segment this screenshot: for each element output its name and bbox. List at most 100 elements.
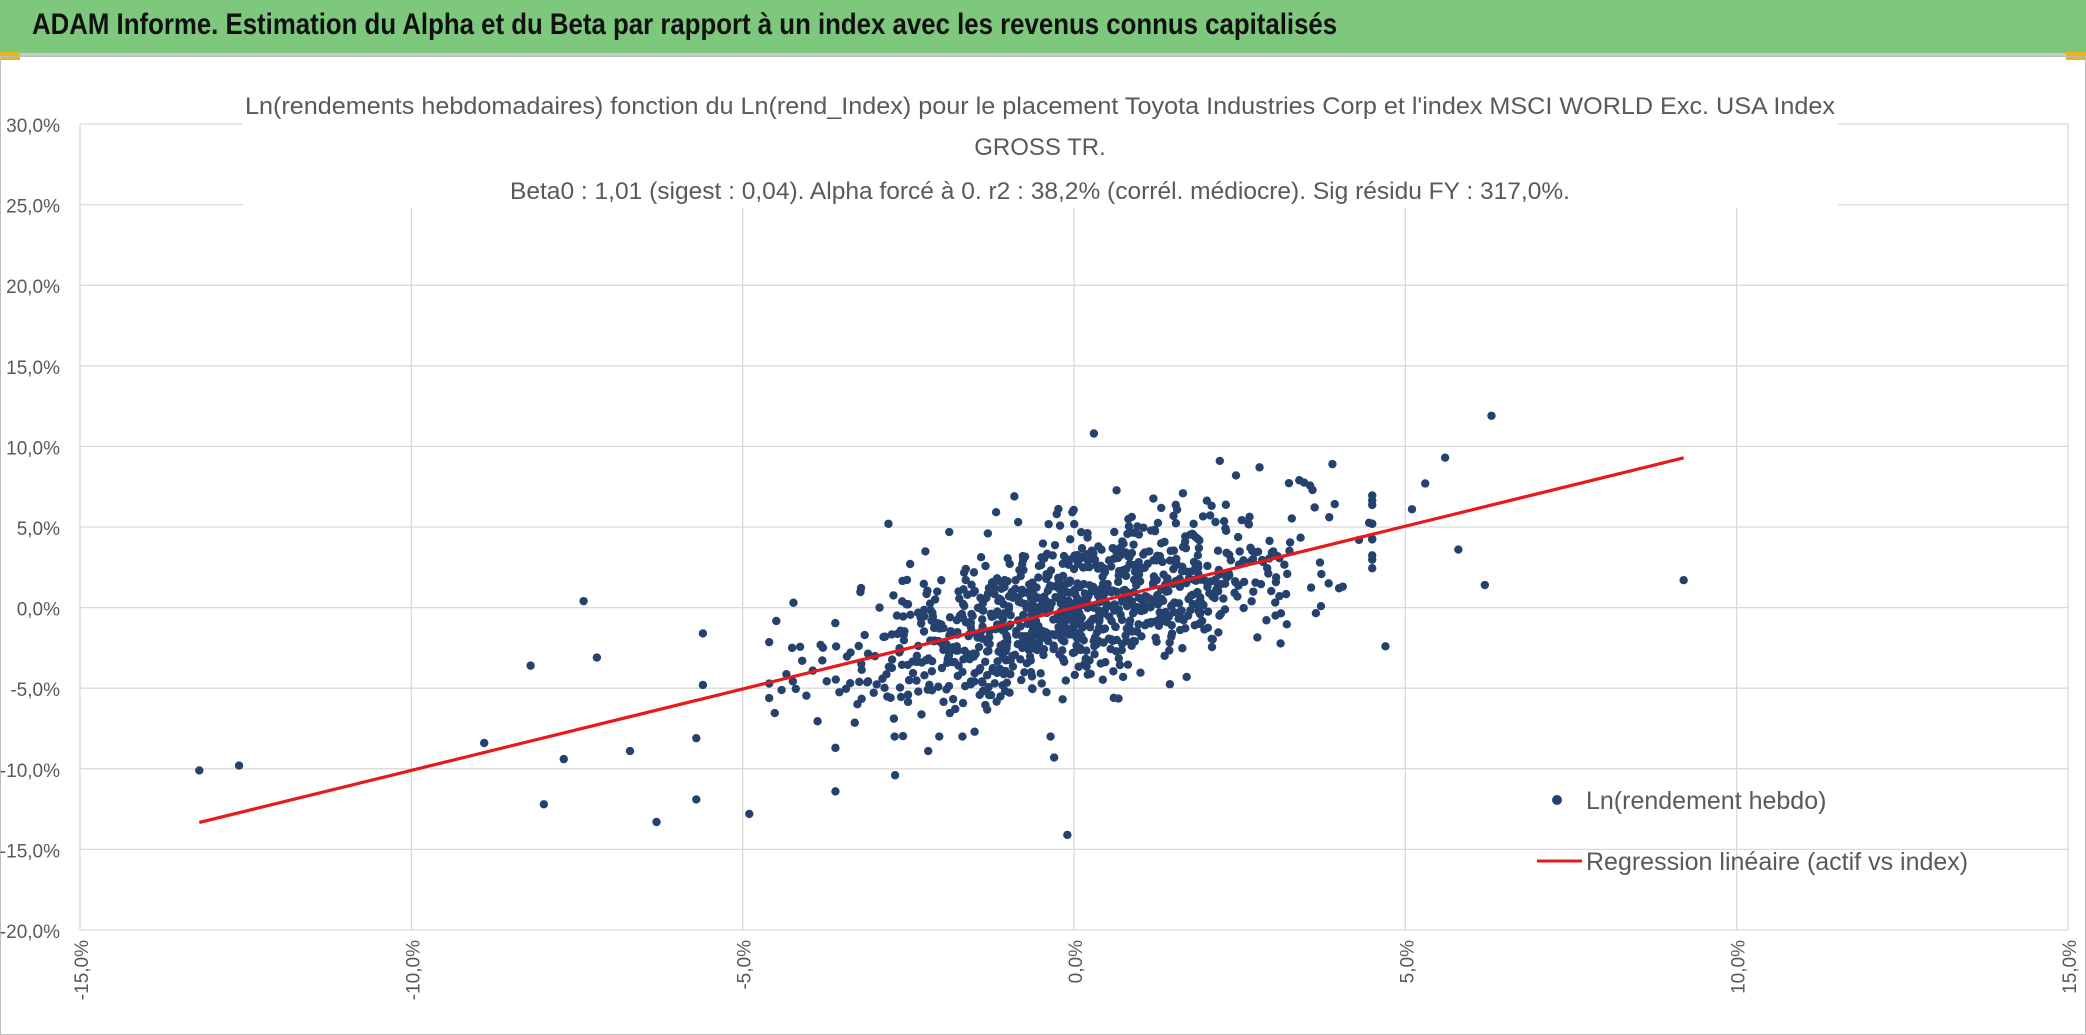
- data-point: [234, 761, 244, 770]
- data-point: [1212, 585, 1221, 594]
- data-point: [1100, 605, 1110, 615]
- data-point: [959, 585, 968, 594]
- y-tick-label: -10,0%: [0, 761, 60, 782]
- data-point: [579, 596, 588, 606]
- data-point: [1107, 616, 1116, 626]
- data-point: [945, 527, 954, 537]
- data-point: [1177, 606, 1186, 615]
- data-point: [1037, 679, 1046, 688]
- chart-title-line-2: GROSS TR.: [974, 134, 1106, 161]
- scatter-points: [195, 411, 1688, 840]
- data-point: [1070, 670, 1079, 680]
- data-point: [1107, 588, 1116, 597]
- data-point: [787, 643, 797, 653]
- data-point: [903, 690, 913, 699]
- x-tick-label: 0,0%: [1066, 940, 1087, 983]
- data-point: [916, 619, 926, 628]
- data-point: [1055, 521, 1065, 530]
- data-point: [1487, 411, 1496, 420]
- data-point: [1311, 609, 1321, 618]
- x-tick-label: -5,0%: [735, 940, 756, 990]
- data-point: [1063, 830, 1072, 840]
- data-point: [1055, 578, 1064, 587]
- data-point: [1222, 572, 1231, 581]
- data-point: [981, 657, 990, 666]
- data-point: [1317, 569, 1326, 579]
- data-point: [1198, 512, 1208, 521]
- data-point: [1123, 529, 1132, 539]
- data-point: [1230, 588, 1239, 598]
- data-point: [1109, 693, 1118, 703]
- data-point: [1096, 659, 1105, 668]
- data-point: [937, 663, 947, 673]
- data-point: [1098, 675, 1108, 684]
- data-point: [905, 559, 915, 569]
- data-point: [930, 595, 940, 604]
- data-point: [1140, 563, 1149, 573]
- data-point: [884, 662, 894, 672]
- data-point: [1142, 592, 1152, 602]
- data-point: [886, 693, 895, 703]
- data-point: [1116, 543, 1125, 552]
- data-point: [1125, 616, 1135, 625]
- data-point: [953, 671, 962, 681]
- data-point: [1042, 628, 1052, 638]
- data-point: [1008, 593, 1018, 602]
- data-point: [974, 642, 984, 652]
- data-point: [1207, 501, 1216, 510]
- data-point: [788, 677, 798, 686]
- data-point: [958, 698, 968, 708]
- data-point: [970, 669, 979, 678]
- data-point: [841, 684, 851, 693]
- data-point: [996, 692, 1005, 701]
- data-point: [863, 678, 872, 687]
- data-point: [1019, 610, 1028, 620]
- data-point: [1368, 519, 1377, 528]
- data-point: [1191, 600, 1201, 609]
- data-point: [1167, 629, 1177, 638]
- data-point: [559, 754, 568, 764]
- data-point: [898, 731, 908, 741]
- data-point: [831, 618, 840, 628]
- data-point: [1008, 662, 1018, 671]
- data-point: [990, 679, 999, 688]
- data-point: [1118, 586, 1128, 595]
- x-tick-label: -15,0%: [72, 940, 93, 1000]
- data-point: [1368, 496, 1377, 505]
- data-point: [1231, 578, 1240, 587]
- data-point: [1285, 538, 1295, 547]
- data-point: [1127, 626, 1136, 635]
- data-point: [1036, 669, 1045, 678]
- data-point: [855, 677, 864, 687]
- data-point: [880, 683, 889, 693]
- data-point: [795, 642, 805, 651]
- data-point: [948, 694, 958, 704]
- data-point: [1282, 620, 1292, 629]
- data-point: [764, 637, 774, 647]
- data-point: [875, 603, 884, 612]
- data-point: [1074, 617, 1083, 626]
- data-point: [1037, 634, 1046, 643]
- data-point: [1080, 589, 1090, 598]
- data-point: [1269, 547, 1278, 556]
- data-point: [986, 690, 996, 700]
- data-point: [1016, 655, 1025, 664]
- data-point: [1271, 577, 1281, 587]
- data-point: [1178, 644, 1187, 653]
- data-point: [1118, 672, 1128, 682]
- data-point: [1454, 545, 1463, 554]
- data-point: [914, 687, 923, 696]
- data-point: [1069, 505, 1078, 515]
- data-point: [879, 632, 888, 642]
- y-tick-label: 25,0%: [6, 197, 60, 218]
- data-point: [1171, 500, 1180, 510]
- data-point: [1194, 563, 1203, 572]
- data-point: [890, 732, 899, 741]
- data-point: [1010, 492, 1019, 501]
- data-point: [1112, 486, 1121, 495]
- data-point: [945, 708, 955, 718]
- data-point: [991, 507, 1001, 517]
- data-point: [1146, 526, 1156, 535]
- data-point: [1310, 503, 1319, 512]
